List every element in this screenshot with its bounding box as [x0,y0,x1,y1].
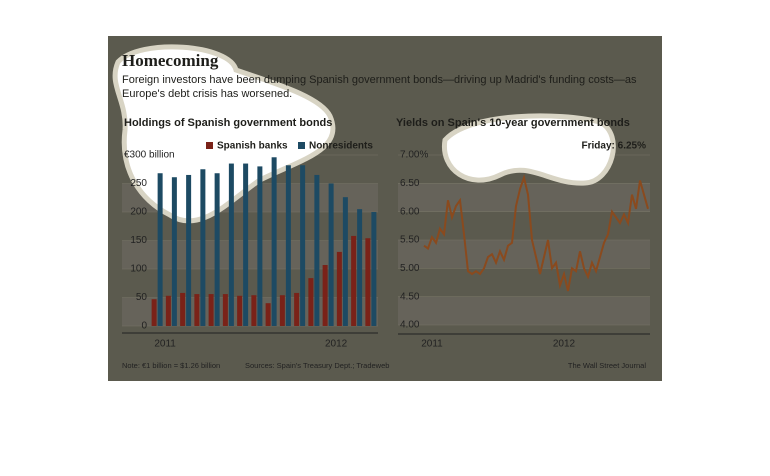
bar [357,209,363,326]
legend-label: Nonresidents [309,141,373,152]
y-tick-label: 0 [141,321,147,332]
x-tick-label: 2011 [154,339,176,350]
bar [351,235,357,326]
bar [265,303,271,326]
highlight [441,113,616,186]
grid-band [398,296,650,325]
chart-title: Yields on Spain's 10-year government bon… [396,117,630,129]
note: Note: €1 billion = $1.26 billion [122,361,220,370]
bar [300,165,306,326]
y-tick-label: 100 [130,264,147,275]
bar [365,238,371,326]
bar [336,251,342,326]
chart-title: Holdings of Spanish government bonds [124,117,332,129]
bar [237,295,243,326]
sources: Sources: Spain's Treasury Dept.; Tradewe… [245,361,389,370]
legend-label: Spanish banks [217,141,288,152]
bar [285,165,291,326]
bar [279,295,285,326]
bar [165,295,171,326]
bar [342,197,348,326]
bar [308,278,314,326]
y-tick-label: 50 [136,292,148,303]
legend-swatch [206,142,213,149]
bar [243,163,249,326]
bar [322,265,328,326]
y-tick-label: 6.50 [400,178,420,189]
bar [151,299,157,326]
y-tick-label: 5.00 [400,263,420,274]
bar [251,295,257,326]
y-tick-label: 250 [130,178,147,189]
bar [171,177,177,326]
title: Homecoming [122,51,219,70]
bar [328,183,334,326]
x-tick-label: 2012 [325,339,348,350]
annotation: Friday: 6.25% [582,141,647,152]
subtitle: Foreign investors have been dumping Span… [122,74,637,86]
x-tick-label: 2012 [553,339,576,350]
y-tick-label: 4.00 [400,320,420,331]
y-tick-label: 7.00% [400,150,428,161]
bar [222,294,228,326]
line [423,174,649,292]
bar [294,292,300,326]
bar [314,174,320,326]
legend-swatch [298,142,305,149]
y-tick-label: 6.00 [400,206,420,217]
bar [257,166,263,326]
bar [271,157,277,326]
grid-band [122,297,378,326]
y-tick-label: 200 [130,207,147,218]
credit: The Wall Street Journal [568,361,646,370]
bar [208,294,214,326]
bar [371,212,377,326]
bar [157,173,163,326]
bar [200,169,206,326]
x-tick-label: 2011 [421,339,443,350]
y-tick-label: 150 [130,235,147,246]
bar [214,173,220,326]
bar [228,163,234,326]
y-tick-label: 5.50 [400,235,420,246]
grid-band [122,240,378,269]
bar [180,292,186,326]
grid-band [398,240,650,269]
y-tick-label: €300 billion [124,150,175,161]
y-tick-label: 4.50 [400,291,420,302]
bar [194,294,200,326]
subtitle: Europe's debt crisis has worsened. [122,88,292,100]
grid-band [398,183,650,212]
bar [186,174,192,326]
